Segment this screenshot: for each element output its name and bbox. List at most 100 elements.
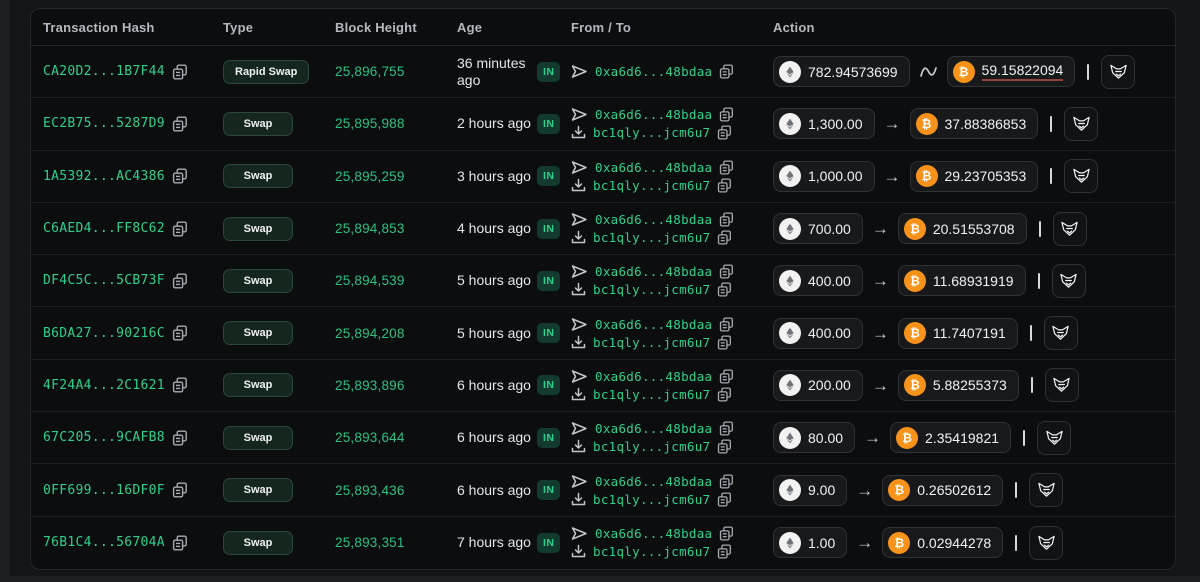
copy-hash-icon[interactable]: [172, 482, 188, 498]
tx-hash-link[interactable]: B6DA27...90216C: [43, 325, 165, 341]
type-badge[interactable]: Swap: [223, 164, 293, 189]
copy-hash-icon[interactable]: [172, 535, 188, 551]
block-height-link[interactable]: 25,894,539: [335, 273, 405, 289]
copy-to-address-icon[interactable]: [717, 439, 732, 454]
amount-out-pill[interactable]: ₿ 2.35419821: [890, 422, 1012, 454]
amount-in-pill[interactable]: 1,300.00: [773, 108, 875, 140]
to-address-link[interactable]: bc1qly...jcm6u7: [593, 544, 711, 560]
type-badge[interactable]: Swap: [223, 478, 293, 503]
type-badge[interactable]: Swap: [223, 111, 293, 136]
copy-to-address-icon[interactable]: [717, 125, 732, 140]
copy-from-address-icon[interactable]: [719, 526, 734, 541]
amount-out-pill[interactable]: ₿ 20.51553708: [897, 213, 1027, 245]
amount-out-pill[interactable]: ₿ 5.88255373: [897, 369, 1019, 401]
type-badge[interactable]: Swap: [223, 373, 293, 398]
shapeshift-fox-button[interactable]: [1029, 473, 1064, 508]
copy-from-address-icon[interactable]: [719, 212, 734, 227]
copy-hash-icon[interactable]: [172, 377, 188, 393]
type-badge[interactable]: Swap: [223, 321, 293, 346]
copy-from-address-icon[interactable]: [719, 107, 734, 122]
copy-hash-icon[interactable]: [172, 64, 188, 80]
copy-to-address-icon[interactable]: [717, 387, 732, 402]
from-address-link[interactable]: 0xa6d6...48bdaa: [595, 526, 713, 542]
block-height-link[interactable]: 25,895,988: [335, 116, 405, 132]
to-address-link[interactable]: bc1qly...jcm6u7: [593, 491, 711, 507]
tx-hash-link[interactable]: DF4C5C...5CB73F: [43, 273, 165, 289]
amount-in-pill[interactable]: 200.00: [773, 369, 863, 401]
tx-hash-link[interactable]: 4F24A4...2C1621: [43, 377, 165, 393]
from-address-link[interactable]: 0xa6d6...48bdaa: [595, 421, 713, 437]
amount-in-pill[interactable]: 9.00: [773, 474, 848, 506]
amount-out-pill[interactable]: ₿ 0.26502612: [882, 474, 1004, 506]
from-address-link[interactable]: 0xa6d6...48bdaa: [595, 473, 713, 489]
tx-hash-link[interactable]: 0FF699...16DF0F: [43, 482, 165, 498]
shapeshift-fox-button[interactable]: [1037, 420, 1072, 455]
block-height-link[interactable]: 25,893,896: [335, 377, 405, 393]
block-height-link[interactable]: 25,893,436: [335, 482, 405, 498]
tx-hash-link[interactable]: 1A5392...AC4386: [43, 168, 165, 184]
from-address-link[interactable]: 0xa6d6...48bdaa: [595, 316, 713, 332]
tx-hash-link[interactable]: C6AED4...FF8C62: [43, 221, 165, 237]
copy-from-address-icon[interactable]: [719, 160, 734, 175]
copy-hash-icon[interactable]: [172, 168, 188, 184]
to-address-link[interactable]: bc1qly...jcm6u7: [593, 230, 711, 246]
shapeshift-fox-button[interactable]: [1052, 211, 1087, 246]
amount-in-pill[interactable]: 80.00: [773, 422, 856, 454]
block-height-link[interactable]: 25,894,208: [335, 325, 405, 341]
from-address-link[interactable]: 0xa6d6...48bdaa: [595, 368, 713, 384]
amount-in-pill[interactable]: 782.94573699: [773, 56, 910, 88]
shapeshift-fox-button[interactable]: [1044, 368, 1079, 403]
copy-hash-icon[interactable]: [172, 430, 188, 446]
shapeshift-fox-button[interactable]: [1064, 159, 1099, 194]
amount-out-pill[interactable]: ₿ 11.68931919: [897, 265, 1026, 297]
copy-from-address-icon[interactable]: [719, 64, 734, 79]
type-badge[interactable]: Swap: [223, 425, 293, 450]
copy-from-address-icon[interactable]: [719, 369, 734, 384]
tx-hash-link[interactable]: EC2B75...5287D9: [43, 116, 165, 132]
copy-hash-icon[interactable]: [172, 116, 188, 132]
amount-in-pill[interactable]: 400.00: [773, 265, 863, 297]
tx-hash-link[interactable]: CA20D2...1B7F44: [43, 64, 165, 80]
copy-from-address-icon[interactable]: [719, 473, 734, 489]
amount-out-pill[interactable]: ₿ 59.15822094: [946, 56, 1076, 88]
amount-out-pill[interactable]: ₿ 29.23705353: [909, 160, 1039, 192]
shapeshift-fox-button[interactable]: [1064, 106, 1099, 141]
copy-to-address-icon[interactable]: [717, 335, 732, 350]
amount-out-pill[interactable]: ₿ 37.88386853: [909, 108, 1039, 140]
copy-from-address-icon[interactable]: [719, 421, 734, 436]
to-address-link[interactable]: bc1qly...jcm6u7: [593, 439, 711, 455]
block-height-link[interactable]: 25,894,853: [335, 221, 405, 237]
copy-to-address-icon[interactable]: [717, 544, 732, 559]
to-address-link[interactable]: bc1qly...jcm6u7: [593, 282, 711, 298]
copy-to-address-icon[interactable]: [717, 491, 732, 507]
from-address-link[interactable]: 0xa6d6...48bdaa: [595, 212, 713, 228]
copy-to-address-icon[interactable]: [717, 230, 732, 245]
tx-hash-link[interactable]: 67C205...9CAFB8: [43, 430, 165, 446]
copy-to-address-icon[interactable]: [717, 282, 732, 297]
block-height-link[interactable]: 25,895,259: [335, 168, 405, 184]
shapeshift-fox-button[interactable]: [1043, 316, 1078, 351]
block-height-link[interactable]: 25,896,755: [335, 64, 405, 80]
amount-out-pill[interactable]: ₿ 11.7407191: [897, 317, 1018, 349]
from-address-link[interactable]: 0xa6d6...48bdaa: [595, 64, 713, 80]
copy-from-address-icon[interactable]: [719, 317, 734, 332]
to-address-link[interactable]: bc1qly...jcm6u7: [593, 177, 711, 193]
shapeshift-fox-button[interactable]: [1101, 54, 1136, 89]
copy-hash-icon[interactable]: [172, 325, 188, 341]
copy-to-address-icon[interactable]: [717, 178, 732, 193]
shapeshift-fox-button[interactable]: [1051, 263, 1086, 298]
amount-in-pill[interactable]: 1,000.00: [773, 160, 875, 192]
to-address-link[interactable]: bc1qly...jcm6u7: [593, 334, 711, 350]
to-address-link[interactable]: bc1qly...jcm6u7: [593, 125, 711, 141]
amount-in-pill[interactable]: 400.00: [773, 317, 863, 349]
amount-in-pill[interactable]: 1.00: [773, 527, 848, 559]
to-address-link[interactable]: bc1qly...jcm6u7: [593, 386, 711, 402]
copy-hash-icon[interactable]: [172, 221, 188, 237]
from-address-link[interactable]: 0xa6d6...48bdaa: [595, 159, 713, 175]
shapeshift-fox-button[interactable]: [1029, 525, 1064, 560]
copy-hash-icon[interactable]: [172, 273, 188, 289]
from-address-link[interactable]: 0xa6d6...48bdaa: [595, 264, 713, 280]
type-badge[interactable]: Swap: [223, 530, 293, 555]
block-height-link[interactable]: 25,893,644: [335, 430, 405, 446]
amount-in-pill[interactable]: 700.00: [773, 213, 863, 245]
